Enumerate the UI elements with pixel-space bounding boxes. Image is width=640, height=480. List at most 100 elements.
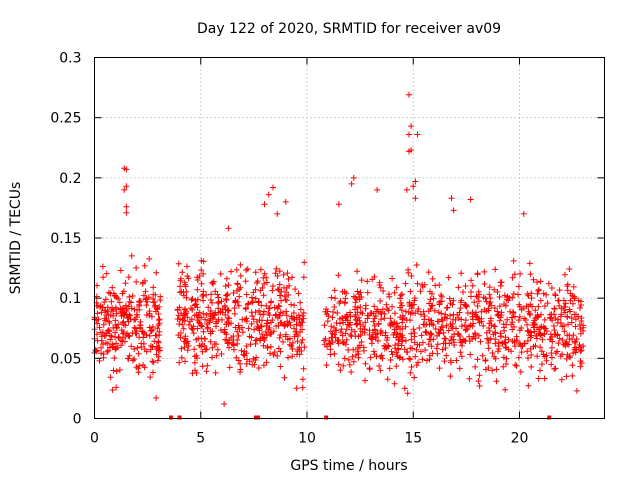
data-point <box>570 350 577 357</box>
data-point <box>393 284 400 291</box>
data-point <box>433 332 440 339</box>
data-point <box>495 312 502 319</box>
data-point <box>276 281 283 288</box>
data-point <box>275 345 282 352</box>
x-tick-label: 0 <box>90 431 99 447</box>
data-point <box>181 338 188 345</box>
data-point <box>571 293 578 300</box>
data-point <box>567 308 574 315</box>
data-point <box>442 335 449 342</box>
data-point <box>116 366 123 373</box>
data-point <box>270 328 277 335</box>
data-point <box>571 346 578 353</box>
data-point <box>414 280 421 287</box>
data-point <box>489 367 496 374</box>
data-point <box>289 339 296 346</box>
data-point <box>110 324 117 331</box>
data-point <box>355 333 362 340</box>
data-point <box>408 272 415 279</box>
data-point <box>279 310 286 317</box>
data-point <box>127 316 134 323</box>
data-point <box>541 316 548 323</box>
data-point <box>258 302 265 309</box>
data-point <box>502 386 509 393</box>
data-point <box>211 311 218 318</box>
data-point <box>282 198 289 205</box>
data-point <box>256 307 263 314</box>
data-point <box>218 298 225 305</box>
data-point <box>403 186 410 193</box>
data-point <box>274 286 281 293</box>
data-point <box>223 331 230 338</box>
data-point <box>240 351 247 358</box>
data-point <box>141 346 148 353</box>
data-point <box>551 305 558 312</box>
data-point <box>558 311 565 318</box>
data-point <box>453 357 460 364</box>
data-point <box>529 303 536 310</box>
data-point <box>271 304 278 311</box>
data-point <box>273 311 280 318</box>
data-point <box>439 317 446 324</box>
data-point <box>243 315 250 322</box>
data-point <box>398 342 405 349</box>
data-point <box>291 333 298 340</box>
data-point <box>345 356 352 363</box>
data-point <box>364 289 371 296</box>
data-point <box>276 303 283 310</box>
data-point <box>492 355 499 362</box>
data-point <box>548 311 555 318</box>
data-point <box>128 299 135 306</box>
data-point <box>237 272 244 279</box>
data-point <box>357 321 364 328</box>
data-point <box>513 362 520 369</box>
data-point <box>486 284 493 291</box>
data-point <box>521 340 528 347</box>
data-point <box>260 292 267 299</box>
data-point <box>533 332 540 339</box>
data-point <box>237 360 244 367</box>
data-point <box>515 291 522 298</box>
data-point <box>323 311 330 318</box>
data-point <box>366 366 373 373</box>
data-point <box>466 375 473 382</box>
data-point <box>386 293 393 300</box>
data-point <box>411 374 418 381</box>
data-point <box>537 344 544 351</box>
data-point <box>531 321 538 328</box>
data-point <box>537 367 544 374</box>
data-point <box>180 325 187 332</box>
data-point <box>265 310 272 317</box>
data-point <box>129 357 136 364</box>
data-point <box>249 298 256 305</box>
data-point <box>292 328 299 335</box>
data-point <box>277 292 284 299</box>
data-point <box>405 269 412 276</box>
data-point <box>463 302 470 309</box>
data-point <box>135 369 142 376</box>
gap-marker <box>324 415 329 420</box>
data-point <box>389 275 396 282</box>
data-point <box>369 276 376 283</box>
data-point <box>155 353 162 360</box>
data-point <box>426 356 433 363</box>
data-point <box>251 361 258 368</box>
data-point <box>237 366 244 373</box>
data-point <box>402 323 409 330</box>
data-point <box>347 331 354 338</box>
data-point <box>548 284 555 291</box>
data-point <box>153 346 160 353</box>
data-point <box>155 310 162 317</box>
data-point <box>198 343 205 350</box>
data-point <box>446 295 453 302</box>
data-point <box>431 307 438 314</box>
data-point <box>300 309 307 316</box>
data-point <box>380 287 387 294</box>
data-point <box>277 319 284 326</box>
data-point <box>136 334 143 341</box>
data-point <box>505 336 512 343</box>
data-point <box>123 311 130 318</box>
data-point <box>460 336 467 343</box>
data-point <box>530 343 537 350</box>
data-point <box>285 276 292 283</box>
